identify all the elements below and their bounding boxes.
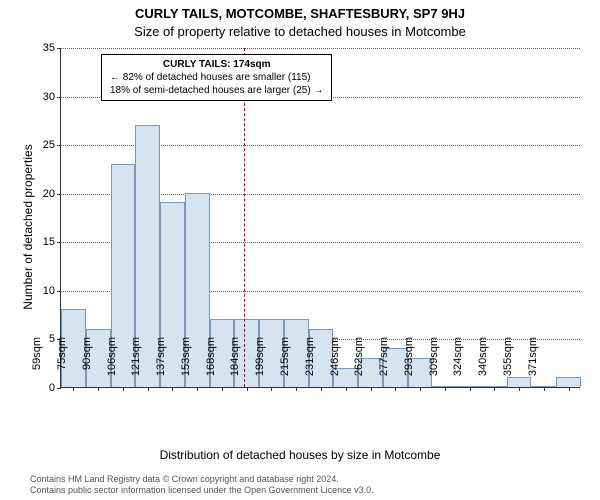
xtick-label: 168sqm (201, 337, 217, 387)
ytick-label: 10 (43, 285, 61, 297)
xtick-label: 153sqm (176, 337, 192, 387)
ytick-label: 20 (43, 188, 61, 200)
xtick-label: 309sqm (424, 337, 440, 387)
xtick-mark (346, 387, 347, 391)
xtick-mark (569, 387, 570, 391)
ytick-label: 30 (43, 91, 61, 103)
xtick-label: 324sqm (448, 337, 464, 387)
xtick-mark (172, 387, 173, 391)
xtick-mark (445, 387, 446, 391)
y-axis-label: Number of detached properties (21, 117, 35, 337)
xtick-label: 262sqm (349, 337, 365, 387)
xtick-mark (321, 387, 322, 391)
xtick-label: 231sqm (300, 337, 316, 387)
bar (556, 377, 581, 387)
xtick-label: 75sqm (52, 337, 68, 387)
ytick-label: 35 (43, 42, 61, 54)
annotation-line: CURLY TAILS: 174sqm (110, 58, 323, 71)
xtick-label: 199sqm (250, 337, 266, 387)
annotation-line: 18% of semi-detached houses are larger (… (110, 84, 323, 97)
xtick-mark (519, 387, 520, 391)
ytick-label: 25 (43, 139, 61, 151)
xtick-mark (371, 387, 372, 391)
xtick-label: 355sqm (498, 337, 514, 387)
xtick-label: 293sqm (399, 337, 415, 387)
ytick-label: 15 (43, 236, 61, 248)
xtick-label: 90sqm (77, 337, 93, 387)
xtick-label: 215sqm (275, 337, 291, 387)
xtick-mark (420, 387, 421, 391)
xtick-mark (222, 387, 223, 391)
xtick-label: 371sqm (523, 337, 539, 387)
plot-area: 0510152025303559sqm75sqm90sqm106sqm121sq… (60, 48, 580, 388)
xtick-mark (123, 387, 124, 391)
xtick-label: 137sqm (151, 337, 167, 387)
annotation-line: ← 82% of detached houses are smaller (11… (110, 71, 323, 84)
chart-title: CURLY TAILS, MOTCOMBE, SHAFTESBURY, SP7 … (0, 6, 600, 21)
xtick-mark (271, 387, 272, 391)
xtick-mark (494, 387, 495, 391)
xtick-label: 121sqm (126, 337, 142, 387)
xtick-mark (544, 387, 545, 391)
xtick-label: 59sqm (27, 337, 43, 387)
xtick-mark (197, 387, 198, 391)
annotation-box: CURLY TAILS: 174sqm← 82% of detached hou… (101, 54, 332, 101)
xtick-label: 184sqm (225, 337, 241, 387)
xtick-mark (73, 387, 74, 391)
footer-line-1: Contains HM Land Registry data © Crown c… (30, 474, 374, 485)
xtick-label: 106sqm (102, 337, 118, 387)
xtick-mark (247, 387, 248, 391)
xtick-mark (296, 387, 297, 391)
footer-line-2: Contains public sector information licen… (30, 485, 374, 496)
xtick-mark (395, 387, 396, 391)
chart-subtitle: Size of property relative to detached ho… (0, 24, 600, 39)
gridline (61, 48, 580, 49)
xtick-label: 277sqm (374, 337, 390, 387)
xtick-mark (470, 387, 471, 391)
footer-attribution: Contains HM Land Registry data © Crown c… (0, 474, 374, 496)
x-axis-label: Distribution of detached houses by size … (0, 448, 600, 462)
xtick-mark (148, 387, 149, 391)
xtick-mark (98, 387, 99, 391)
xtick-label: 246sqm (325, 337, 341, 387)
xtick-label: 340sqm (473, 337, 489, 387)
